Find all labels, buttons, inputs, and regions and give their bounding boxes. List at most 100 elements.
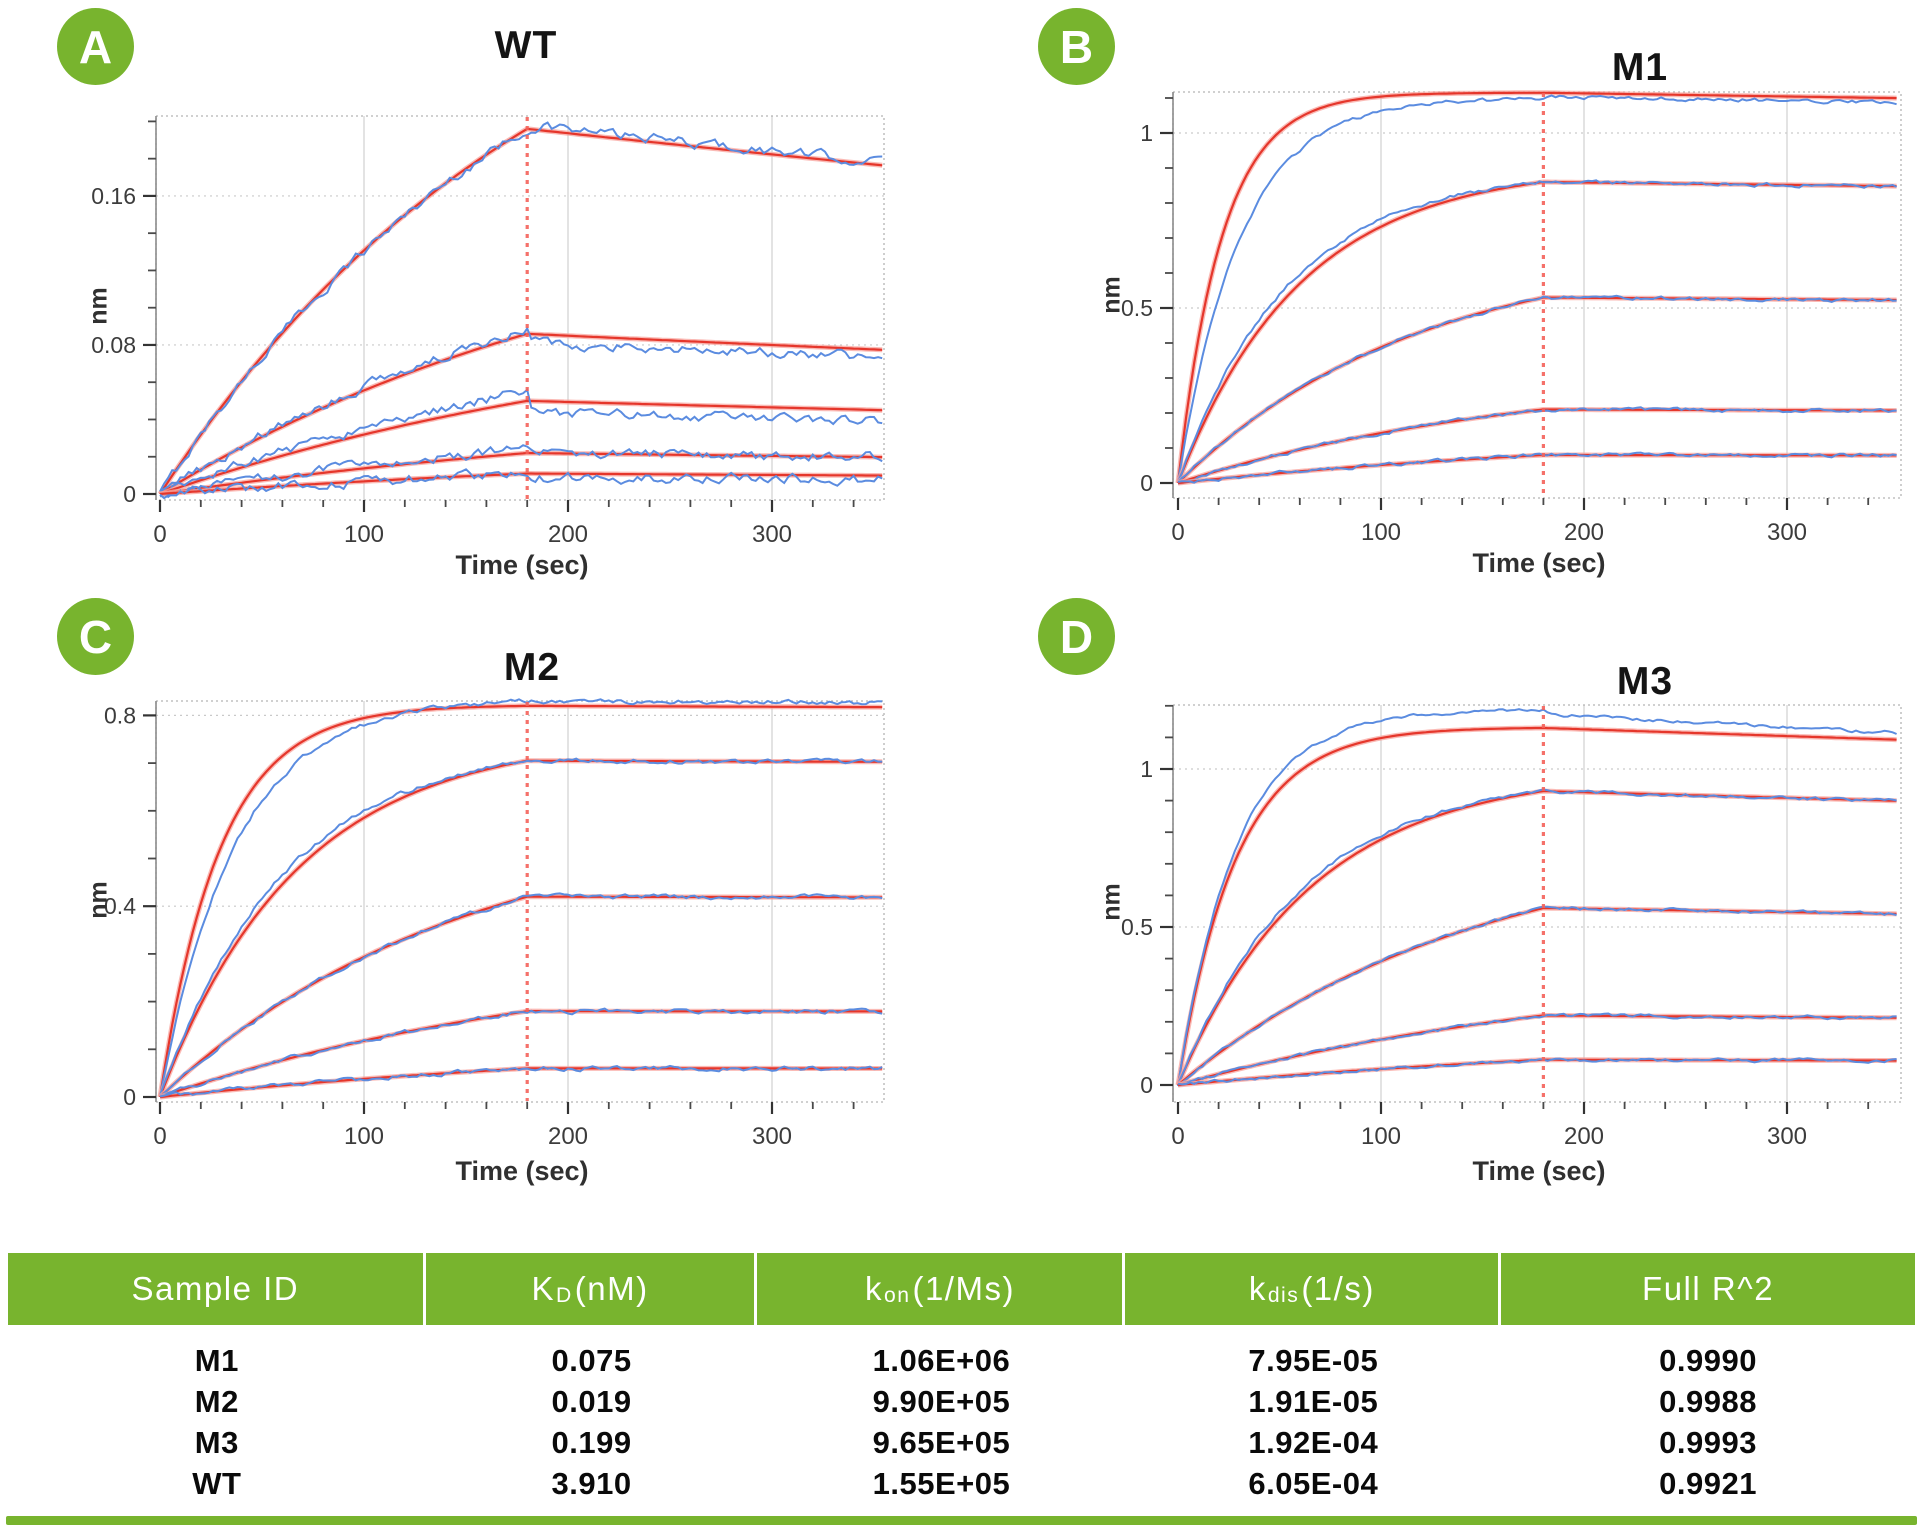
data-curve xyxy=(1177,1057,1897,1086)
table-cell-sample_id: M2 xyxy=(194,1383,239,1419)
x-tick-label: 100 xyxy=(344,1123,384,1150)
fit-curve xyxy=(159,332,883,495)
y-tick-label: 0 xyxy=(123,1084,136,1110)
table-cell-kdis: 7.95E-05 xyxy=(1248,1342,1379,1378)
fit-curve-halo xyxy=(157,758,883,1098)
panel-b-x-axis-label: Time (sec) xyxy=(1472,548,1606,578)
x-tick-label: 100 xyxy=(1361,1123,1401,1150)
header-kdis-units: (1/s) xyxy=(1301,1270,1375,1307)
header-sample-id: Sample ID xyxy=(8,1253,426,1325)
y-tick-label: 0.08 xyxy=(91,332,136,358)
table-cell-kon: 9.65E+05 xyxy=(872,1424,1011,1460)
fit-curve-halo xyxy=(1177,452,1897,486)
header-kdis: k dis (1/s) xyxy=(1125,1253,1502,1325)
panel-a-x-axis-label: Time (sec) xyxy=(455,550,589,580)
axis-ticks: 0 0.08 0.16 0 100 200 300 xyxy=(91,120,855,548)
fit-curve-halo xyxy=(158,331,883,497)
header-kon-symbol: k xyxy=(864,1270,883,1307)
x-tick-label: 200 xyxy=(548,521,588,548)
axis-ticks: 0 0.5 1 0 100 200 300 xyxy=(1121,704,1870,1150)
curves xyxy=(1175,708,1897,1088)
table-cell-kd_nm: 0.199 xyxy=(551,1424,632,1460)
panel-c-y-axis-label: nm xyxy=(84,881,113,919)
table-cell-kdis: 1.91E-05 xyxy=(1248,1383,1379,1419)
fit-curve xyxy=(1177,1058,1897,1087)
axis-ticks: 0 0.5 1 0 100 200 300 xyxy=(1121,97,1870,546)
data-curve xyxy=(159,892,883,1098)
table-cell-kon: 9.90E+05 xyxy=(872,1383,1011,1419)
fit-curve xyxy=(1176,726,1897,1086)
panel-d-y-axis-label: nm xyxy=(1097,883,1126,921)
y-tick-label: 0.8 xyxy=(104,702,136,728)
panel-b-letter-badge: B xyxy=(1038,8,1115,85)
x-tick-label: 0 xyxy=(1171,1123,1184,1150)
data-curve xyxy=(1177,905,1897,1087)
y-tick-label: 0.5 xyxy=(1121,295,1153,321)
panel-a-chart: 0 0.08 0.16 0 100 200 300 xyxy=(91,115,885,548)
table-cell-sample_id: M3 xyxy=(194,1424,239,1460)
x-tick-label: 100 xyxy=(1361,519,1401,546)
y-tick-label: 0 xyxy=(1140,470,1153,496)
data-curve xyxy=(159,444,883,499)
table-cell-kdis: 6.05E-04 xyxy=(1248,1465,1379,1501)
curves xyxy=(157,698,883,1100)
panel-b-title: M1 xyxy=(1611,46,1669,89)
table-cell-full_r2: 0.9988 xyxy=(1659,1383,1757,1419)
gridlines xyxy=(1173,92,1901,498)
gridlines xyxy=(1173,705,1901,1102)
table-row: M1 0.075 1.06E+06 7.95E-05 0.9990 xyxy=(8,1340,1915,1381)
table-row: M3 0.199 9.65E+05 1.92E-04 0.9993 xyxy=(8,1422,1915,1463)
axis-ticks: 0 0.4 0.8 0 100 200 300 xyxy=(104,702,855,1150)
gridlines xyxy=(156,701,884,1102)
data-curve xyxy=(1177,179,1898,483)
table-row: M2 0.019 9.90E+05 1.91E-05 0.9988 xyxy=(8,1381,1915,1422)
table-cell-kon: 1.06E+06 xyxy=(872,1342,1011,1378)
x-tick-label: 200 xyxy=(1564,519,1604,546)
y-tick-label: 0.5 xyxy=(1121,914,1153,940)
header-sample-id-label: Sample ID xyxy=(131,1270,300,1307)
x-tick-label: 100 xyxy=(344,521,384,548)
x-tick-label: 300 xyxy=(752,1123,792,1150)
x-tick-label: 0 xyxy=(153,1123,166,1150)
data-curve xyxy=(1177,1012,1897,1087)
header-full-r2: Full R^2 xyxy=(1501,1253,1915,1325)
fit-curve xyxy=(1176,789,1897,1086)
x-tick-label: 300 xyxy=(1767,519,1807,546)
curves xyxy=(157,121,883,500)
panel-c-x-axis-label: Time (sec) xyxy=(455,1156,589,1186)
header-kd-subscript: D xyxy=(556,1284,573,1308)
data-curve xyxy=(159,1007,883,1097)
y-tick-label: 0.16 xyxy=(91,183,136,209)
curves xyxy=(1175,90,1898,486)
header-kon-units: (1/Ms) xyxy=(912,1270,1015,1307)
table-row: WT 3.910 1.55E+05 6.05E-04 0.9921 xyxy=(8,1463,1915,1504)
y-tick-label: 1 xyxy=(1140,756,1153,782)
panel-c-chart: 0 0.4 0.8 0 100 200 300 xyxy=(104,698,885,1150)
x-tick-label: 200 xyxy=(1564,1123,1604,1150)
x-tick-label: 0 xyxy=(153,521,166,548)
fit-curve-halo xyxy=(1177,1057,1897,1088)
data-curve xyxy=(1177,788,1897,1086)
y-tick-label: 0 xyxy=(1140,1072,1153,1098)
table-cell-kd_nm: 0.019 xyxy=(551,1383,632,1419)
fit-curve-halo xyxy=(159,1065,883,1100)
table-cell-kd_nm: 3.910 xyxy=(551,1465,632,1501)
panel-b-y-axis-label: nm xyxy=(1097,276,1126,314)
table-cell-full_r2: 0.9921 xyxy=(1659,1465,1757,1501)
bottom-accent-bar xyxy=(6,1516,1917,1525)
fit-curve xyxy=(158,704,883,1098)
fit-curve xyxy=(1176,180,1897,484)
x-tick-label: 0 xyxy=(1171,519,1184,546)
data-curve xyxy=(1177,708,1897,1087)
data-curve xyxy=(1177,451,1897,484)
data-curve xyxy=(159,387,883,493)
data-curve xyxy=(159,121,883,492)
table-cell-kd_nm: 0.075 xyxy=(551,1342,632,1378)
data-curve xyxy=(1177,406,1897,485)
panel-d-x-axis-label: Time (sec) xyxy=(1472,1156,1606,1186)
data-curve xyxy=(1177,94,1897,482)
panel-d-title: M3 xyxy=(1616,660,1674,703)
fit-curve-halo xyxy=(157,126,883,496)
